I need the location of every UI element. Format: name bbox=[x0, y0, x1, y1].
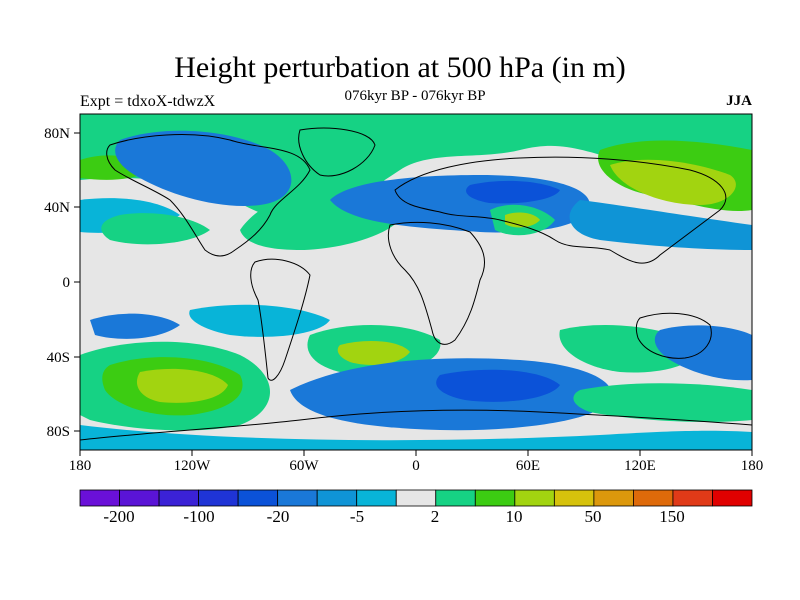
map-subtitle: 076kyr BP - 076kyr BP bbox=[344, 88, 486, 104]
colorbar-swatch bbox=[79, 489, 120, 507]
colorbar-swatch bbox=[356, 489, 397, 507]
contour-yellow-satl bbox=[337, 340, 410, 365]
lon-tick-label: 120E bbox=[624, 458, 656, 474]
contour-yellow-spacific bbox=[136, 368, 228, 403]
lon-tick-label: 60E bbox=[516, 458, 540, 474]
colorbar-swatch bbox=[514, 489, 555, 507]
contour-blue-pacific-n bbox=[569, 200, 752, 250]
contour-darkblue-southern bbox=[436, 369, 560, 402]
colorbar-label: -5 bbox=[350, 507, 364, 526]
map-title: Height perturbation at 500 hPa (in m) bbox=[174, 51, 626, 84]
colorbar-swatch bbox=[316, 489, 358, 507]
colorbar-swatch bbox=[672, 489, 713, 507]
lon-tick-label: 180 bbox=[741, 458, 764, 474]
south-america-outline bbox=[250, 258, 311, 381]
lat-tick-label: 40N bbox=[44, 200, 70, 216]
coastlines bbox=[80, 127, 752, 441]
colorbar-swatch bbox=[277, 489, 318, 507]
africa-outline bbox=[387, 221, 485, 345]
colorbar-swatch bbox=[435, 489, 476, 507]
greenland-outline bbox=[298, 127, 376, 177]
height-field bbox=[80, 114, 752, 450]
lon-tick-label: 60W bbox=[289, 458, 319, 474]
colorbar-labels: -200 -100 -20 -5 2 10 50 150 bbox=[103, 507, 684, 526]
antarctica-outline bbox=[80, 409, 752, 441]
colorbar bbox=[79, 489, 753, 507]
lat-tick-labels: 80N 40N 0 40S 80S bbox=[44, 126, 70, 440]
colorbar-label: 50 bbox=[585, 507, 602, 526]
colorbar-swatch bbox=[593, 489, 634, 507]
lat-tick-label: 0 bbox=[63, 275, 71, 291]
lat-tick-label: 40S bbox=[47, 350, 70, 366]
colorbar-swatch bbox=[553, 489, 595, 507]
colorbar-swatch bbox=[119, 489, 160, 507]
colorbar-swatch bbox=[712, 489, 753, 507]
colorbar-swatch bbox=[474, 489, 516, 507]
experiment-label: Expt = tdxoX-tdwzX bbox=[80, 93, 216, 110]
lon-tick-label: 180 bbox=[69, 458, 92, 474]
colorbar-swatch bbox=[158, 489, 199, 507]
lat-tick-label: 80S bbox=[47, 424, 70, 440]
australia-outline bbox=[635, 312, 712, 359]
colorbar-swatch bbox=[237, 489, 279, 507]
contour-blue-spacific bbox=[90, 313, 180, 339]
contour-green-aus bbox=[573, 383, 752, 423]
colorbar-label: 10 bbox=[506, 507, 523, 526]
eurasia-outline bbox=[394, 156, 727, 264]
lon-tick-label: 120W bbox=[174, 458, 212, 474]
colorbar-label: -200 bbox=[103, 507, 134, 526]
contour-cyan-southern bbox=[80, 425, 752, 450]
north-america-outline bbox=[106, 134, 311, 257]
colorbar-swatch bbox=[198, 489, 239, 507]
colorbar-label: 150 bbox=[659, 507, 685, 526]
axis-ticks bbox=[74, 132, 753, 456]
colorbar-label: -20 bbox=[267, 507, 290, 526]
lat-tick-label: 80N bbox=[44, 126, 70, 142]
contour-darkblue-eurasia bbox=[466, 180, 560, 204]
colorbar-swatch bbox=[633, 489, 674, 507]
colorbar-swatch bbox=[395, 489, 437, 507]
contour-green-atl bbox=[101, 213, 210, 245]
lon-tick-labels: 180 120W 60W 0 60E 120E 180 bbox=[69, 458, 764, 474]
contour-blue-arctic bbox=[115, 130, 292, 206]
lon-tick-label: 0 bbox=[412, 458, 420, 474]
colorbar-label: -100 bbox=[183, 507, 214, 526]
contour-yellow-pacific bbox=[610, 159, 736, 205]
colorbar-label: 2 bbox=[431, 507, 440, 526]
season-label: JJA bbox=[726, 93, 752, 109]
contour-blue-spac-east bbox=[654, 325, 752, 381]
